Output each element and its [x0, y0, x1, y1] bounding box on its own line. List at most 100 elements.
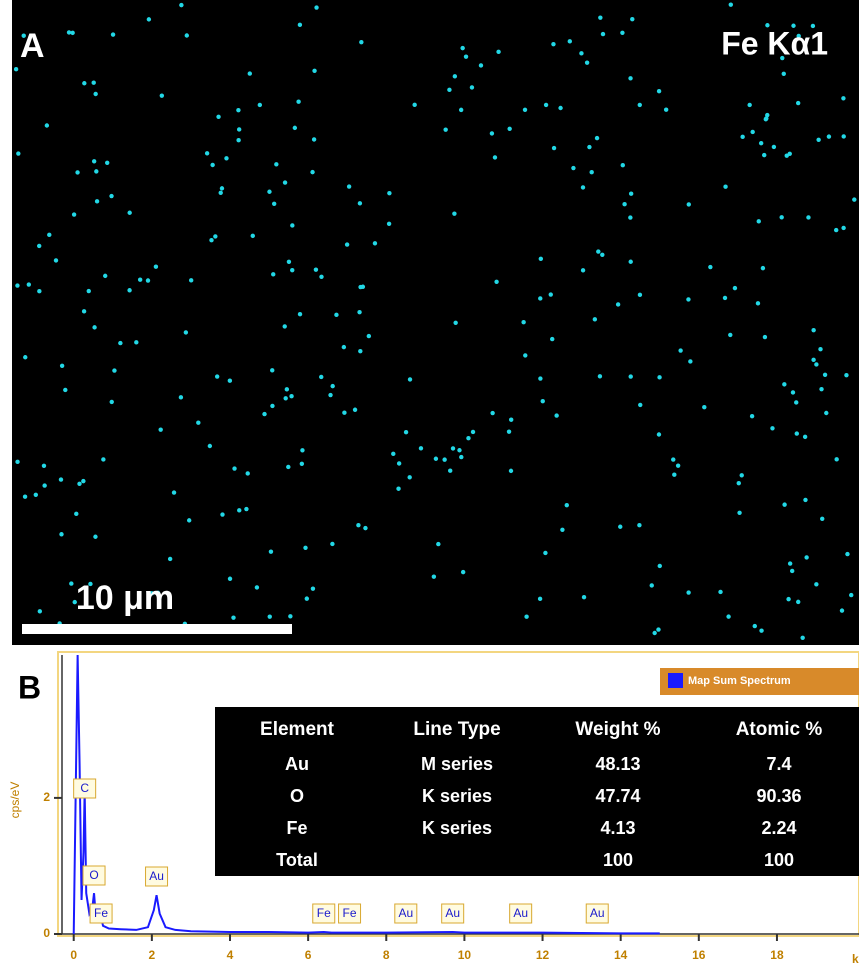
map-dot: [303, 545, 308, 551]
map-dot: [447, 87, 452, 93]
table-header: Weight %: [575, 719, 660, 740]
map-dot: [300, 448, 305, 453]
map-dot: [737, 510, 742, 515]
map-dot: [496, 49, 501, 55]
y-axis-label: cps/eV: [8, 782, 22, 819]
map-dot: [816, 137, 821, 142]
map-dot: [782, 502, 787, 507]
map-dot: [596, 249, 601, 254]
peak-label-box: [82, 865, 106, 886]
map-dot: [656, 432, 662, 437]
panel-label: B: [18, 669, 41, 705]
map-dot: [299, 461, 305, 466]
map-dot: [267, 614, 272, 619]
peak-label-box: [509, 903, 533, 924]
map-dot: [23, 355, 28, 360]
map-dot: [622, 202, 627, 207]
map-dot: [93, 534, 98, 539]
map-dot: [292, 125, 298, 131]
peak-label: Au: [149, 869, 164, 883]
map-dot: [810, 23, 816, 29]
table-header: Atomic %: [736, 719, 823, 740]
table-cell: Fe: [286, 818, 307, 838]
map-dot: [103, 273, 108, 279]
map-dot: [155, 590, 161, 595]
map-dot: [597, 374, 603, 379]
map-dot: [59, 363, 65, 368]
map-dot: [628, 259, 633, 264]
map-dot: [598, 15, 603, 20]
map-dot: [158, 427, 163, 432]
map-dot: [600, 31, 606, 37]
map-dot: [284, 387, 290, 392]
map-dot: [271, 272, 276, 277]
peak-label-box: [441, 903, 465, 924]
map-dot: [328, 392, 333, 398]
map-dot: [657, 375, 662, 380]
map-dot: [628, 215, 633, 220]
map-dot: [153, 264, 159, 269]
map-dot: [159, 93, 165, 98]
x-tick-label: 8: [383, 948, 390, 962]
map-dot: [764, 116, 769, 121]
map-dot: [282, 324, 287, 329]
map-dot: [254, 585, 260, 590]
map-dot: [771, 144, 777, 150]
map-dot: [245, 471, 250, 476]
map-dot: [403, 429, 409, 435]
map-dot: [794, 431, 799, 436]
map-dot: [314, 5, 319, 10]
map-dot: [839, 608, 845, 613]
map-dot: [567, 39, 573, 44]
map-dot: [849, 592, 854, 598]
map-dot: [274, 162, 279, 167]
map-dot: [740, 134, 745, 140]
map-dot: [722, 295, 728, 301]
map-dot: [196, 420, 201, 425]
map-dot: [507, 126, 512, 131]
table-header: Line Type: [413, 719, 500, 740]
map-dot: [356, 522, 361, 528]
map-dot: [489, 131, 495, 136]
map-dot: [787, 151, 792, 156]
map-dot: [283, 396, 288, 401]
map-dot: [672, 472, 677, 477]
spectrum: 0 2 4 6 8 10 12 14 16 18 0 2 C O Fe Au Fe Fe Au Au Au Au: [43, 654, 859, 962]
map-dot: [93, 91, 98, 97]
map-dot: [250, 233, 255, 239]
map-dot: [657, 563, 662, 569]
map-dot: [522, 107, 528, 112]
map-dot: [806, 215, 811, 220]
x-tick-label: 12: [536, 948, 550, 962]
x-tick-label: 18: [770, 948, 784, 962]
map-dot: [524, 614, 529, 619]
map-dot: [845, 551, 850, 557]
map-background: [12, 0, 859, 645]
map-dot: [463, 54, 469, 59]
map-dot: [494, 279, 499, 284]
table-cell: 100: [603, 850, 633, 870]
map-dot: [649, 583, 654, 588]
map-dot: [755, 301, 761, 306]
map-dot: [637, 523, 642, 528]
map-dot: [183, 330, 189, 335]
map-dot: [346, 184, 352, 189]
map-dot: [41, 463, 47, 469]
map-dot: [618, 524, 623, 529]
map-dot: [841, 225, 846, 231]
map-dot: [702, 404, 707, 410]
map-dot: [216, 114, 221, 119]
map-dot: [739, 473, 744, 478]
map-dot: [268, 549, 274, 554]
map-dot: [319, 274, 324, 279]
map-dot: [723, 184, 728, 189]
map-dot: [460, 45, 465, 51]
peak-label: C: [80, 781, 89, 795]
map-dot: [538, 256, 544, 261]
map-dot: [407, 377, 413, 382]
map-dot: [66, 30, 72, 35]
map-dot: [105, 160, 110, 165]
map-dot: [796, 599, 801, 605]
peak-label-box: [338, 903, 362, 924]
map-dot: [834, 227, 839, 233]
